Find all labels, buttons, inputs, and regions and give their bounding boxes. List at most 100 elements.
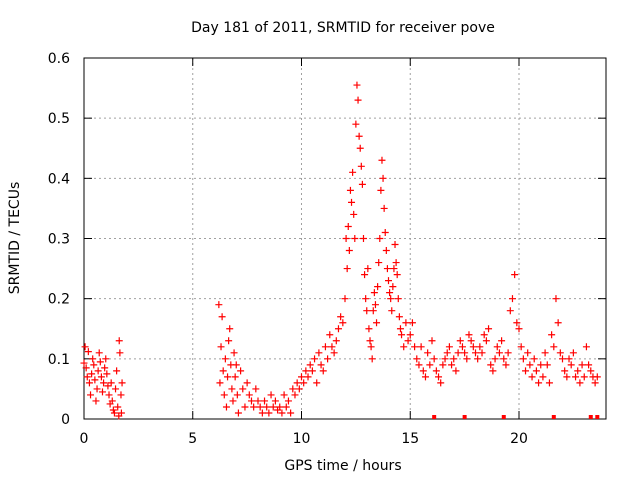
data-point xyxy=(458,343,466,351)
data-point xyxy=(100,379,108,387)
data-point xyxy=(370,289,378,297)
y-axis-label: SRMTID / TECUs xyxy=(7,182,23,295)
data-point xyxy=(419,367,427,375)
data-point xyxy=(580,373,588,381)
data-point xyxy=(103,370,111,378)
data-point xyxy=(107,379,115,387)
data-point xyxy=(330,349,338,357)
y-tick-label: 0.4 xyxy=(48,171,70,187)
data-point xyxy=(478,349,486,357)
data-point xyxy=(232,361,240,369)
data-point xyxy=(225,337,233,345)
data-point xyxy=(591,379,599,387)
data-point xyxy=(118,379,126,387)
data-point xyxy=(587,367,595,375)
data-point xyxy=(368,355,376,363)
data-point xyxy=(389,283,397,291)
data-point xyxy=(261,397,269,405)
data-point xyxy=(500,355,508,363)
data-point xyxy=(359,235,367,242)
data-point xyxy=(582,343,590,351)
data-point xyxy=(424,349,432,357)
data-point xyxy=(406,331,414,339)
data-point xyxy=(535,379,543,387)
data-point xyxy=(373,319,381,327)
data-point xyxy=(321,343,329,351)
data-point xyxy=(426,361,434,369)
data-point xyxy=(308,367,316,375)
data-point xyxy=(465,331,473,339)
data-point xyxy=(237,367,245,375)
data-point xyxy=(98,388,106,396)
data-point xyxy=(491,355,499,363)
data-point xyxy=(511,271,519,279)
data-point xyxy=(311,355,319,363)
x-tick-label: 5 xyxy=(188,431,197,447)
data-point xyxy=(351,235,359,242)
data-point xyxy=(441,355,449,363)
data-point xyxy=(344,222,352,230)
data-point xyxy=(448,361,456,369)
data-point xyxy=(258,409,266,417)
data-point xyxy=(105,391,113,399)
data-point xyxy=(354,96,362,104)
data-point xyxy=(395,313,403,321)
data-point xyxy=(219,367,227,375)
data-point xyxy=(88,370,96,378)
data-point xyxy=(443,349,451,357)
data-point xyxy=(380,204,388,212)
data-point xyxy=(383,265,391,273)
data-point xyxy=(387,295,395,303)
data-point xyxy=(229,397,237,405)
data-point xyxy=(304,373,312,381)
data-point xyxy=(561,367,569,375)
data-point xyxy=(117,391,125,399)
data-point xyxy=(365,325,373,333)
data-point xyxy=(367,343,375,351)
data-point xyxy=(522,367,530,375)
data-point xyxy=(498,337,506,345)
data-point xyxy=(396,325,404,333)
data-point xyxy=(239,385,247,393)
data-point xyxy=(317,361,325,369)
data-point xyxy=(280,391,288,399)
grid-lines xyxy=(84,58,606,419)
data-point xyxy=(559,355,566,363)
data-point xyxy=(495,349,503,357)
data-point xyxy=(332,337,340,345)
data-point xyxy=(357,162,365,170)
data-point xyxy=(400,343,408,351)
chart-title: Day 181 of 2011, SRMTID for receiver pov… xyxy=(191,20,495,36)
data-point xyxy=(117,409,125,417)
baseline-marker xyxy=(588,415,593,419)
data-point xyxy=(506,307,514,315)
data-point xyxy=(341,295,349,303)
data-point xyxy=(113,367,121,375)
data-point xyxy=(358,180,366,188)
data-point xyxy=(228,385,236,393)
data-point xyxy=(83,373,91,381)
data-point xyxy=(576,379,584,387)
data-point xyxy=(411,343,419,351)
data-point xyxy=(472,349,479,357)
data-point xyxy=(369,307,377,315)
data-point xyxy=(92,397,100,405)
data-point xyxy=(233,391,241,399)
data-point xyxy=(96,358,104,366)
data-point xyxy=(386,289,394,297)
data-point xyxy=(375,259,383,267)
data-point xyxy=(348,198,356,206)
data-point xyxy=(342,235,350,242)
data-point xyxy=(376,235,384,242)
data-point xyxy=(345,247,353,255)
data-point xyxy=(474,355,482,363)
data-point xyxy=(224,373,232,381)
data-point xyxy=(408,319,416,327)
data-point xyxy=(552,295,560,303)
data-point xyxy=(519,355,527,363)
data-point xyxy=(578,361,586,369)
data-point xyxy=(567,361,575,369)
data-point xyxy=(276,403,284,411)
data-point xyxy=(222,403,230,411)
